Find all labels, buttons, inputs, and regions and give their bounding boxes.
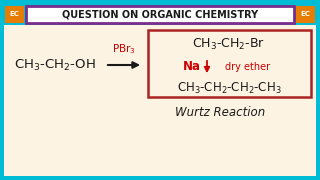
- Text: EC: EC: [300, 12, 310, 17]
- Text: QUESTION ON ORGANIC CHEMISTRY: QUESTION ON ORGANIC CHEMISTRY: [62, 10, 258, 19]
- Bar: [26, 6, 294, 23]
- Text: CH$_3$-CH$_2$-CH$_2$-CH$_3$: CH$_3$-CH$_2$-CH$_2$-CH$_3$: [177, 80, 281, 96]
- Text: EC: EC: [10, 12, 20, 17]
- Bar: [4, 4, 316, 25]
- Text: dry ether: dry ether: [225, 62, 271, 72]
- Bar: [296, 6, 315, 23]
- Text: Wurtz Reaction: Wurtz Reaction: [175, 105, 265, 118]
- Bar: [5, 6, 24, 23]
- Text: CH$_3$-CH$_2$-Br: CH$_3$-CH$_2$-Br: [192, 36, 266, 51]
- Text: Na: Na: [183, 60, 201, 73]
- Text: PBr$_3$: PBr$_3$: [112, 42, 136, 56]
- Text: CH$_3$-CH$_2$-OH: CH$_3$-CH$_2$-OH: [14, 57, 96, 73]
- Bar: [148, 30, 311, 97]
